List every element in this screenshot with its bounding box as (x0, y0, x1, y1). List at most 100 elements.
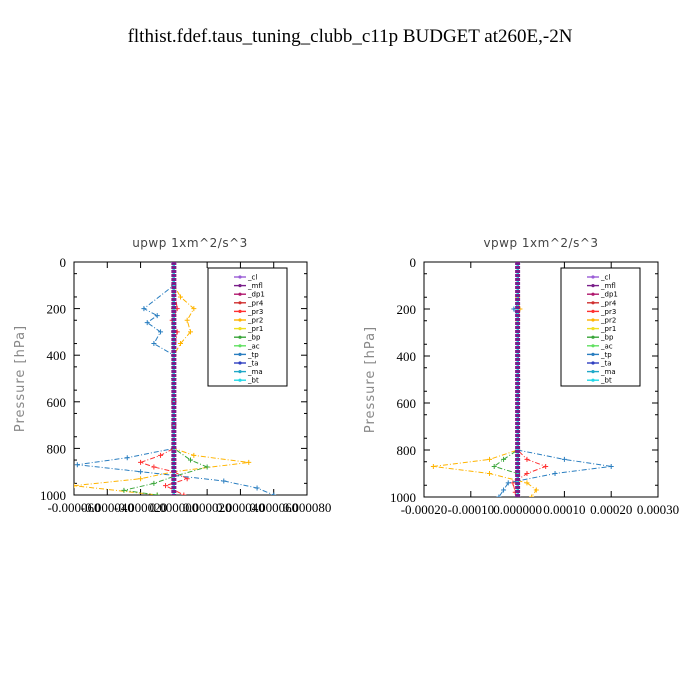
series-point-tp (144, 320, 150, 326)
legend-marker (591, 327, 595, 331)
series-point-tp (124, 455, 130, 461)
x-tick-label: 0.000000 (493, 502, 542, 517)
x-tick-label: 0.000020 (183, 500, 232, 515)
legend-marker (591, 318, 595, 322)
legend-label: _ta (600, 360, 612, 368)
series-point-pr2 (184, 317, 190, 323)
legend-marker (591, 292, 595, 296)
series-point-pr2 (529, 494, 535, 497)
y-tick-label: 800 (397, 443, 417, 458)
plot-frame (73, 261, 308, 496)
series-point-bp (121, 487, 127, 493)
legend-marker (238, 335, 242, 339)
series-point-pr2 (138, 476, 144, 482)
panel-title: vpwp 1xm^2/s^3 (483, 236, 598, 250)
y-axis-label: Pressure [hPa] (363, 326, 378, 433)
series-point-bp (501, 456, 507, 462)
legend: _cl_mfl_dp1_pr4_pr3_pr2_pr1_bp_ac_tp_ta_… (207, 267, 288, 387)
y-tick-label: 200 (47, 302, 67, 317)
x-tick-label: -0.000020 (114, 500, 167, 515)
x-tick-label: 0.00020 (590, 502, 632, 517)
series-point-pr2 (191, 306, 197, 312)
y-tick-label: 600 (47, 395, 67, 410)
legend-box (560, 267, 641, 387)
legend-label: _pr2 (600, 317, 616, 325)
legend-marker (238, 370, 242, 374)
legend-marker (591, 301, 595, 305)
series-point-bp (204, 464, 210, 470)
series-point-tp (158, 329, 164, 335)
y-axis-label: Pressure [hPa] (13, 325, 28, 432)
legend-label: _ma (600, 368, 616, 376)
series-point-tp (271, 492, 277, 495)
x-tick-label: -0.000040 (81, 500, 134, 515)
legend-label: _mfl (247, 282, 263, 290)
legend-label: _pr3 (247, 308, 263, 316)
series-point-bp (151, 480, 157, 486)
series-point-pr2 (188, 329, 193, 335)
series-point-pr3 (524, 471, 530, 476)
series-point-bp (188, 457, 193, 463)
legend-marker (238, 344, 242, 348)
y-tick-label: 600 (397, 396, 417, 411)
series-point-pr2 (74, 483, 77, 489)
legend-label: _ta (247, 360, 259, 368)
series-point-tp (501, 487, 507, 493)
legend-label: _bp (247, 334, 261, 342)
legend-marker (591, 370, 595, 374)
y-tick-label: 200 (397, 302, 417, 317)
series-point-tp (74, 462, 80, 468)
panel-title: upwp 1xm^2/s^3 (132, 236, 248, 250)
y-tick-label: 400 (47, 348, 67, 363)
legend-marker (591, 335, 595, 339)
legend-marker (591, 275, 595, 279)
legend-box (207, 267, 288, 387)
series-line-pr2 (433, 262, 537, 497)
y-tick-label: 800 (47, 441, 67, 456)
series-point-tp (561, 456, 567, 462)
series-point-tp (141, 306, 147, 312)
series-point-tp (138, 469, 144, 475)
legend-marker (591, 284, 595, 288)
y-tick-label: 0 (410, 255, 417, 270)
chart-panels: upwp 1xm^2/s^3 Pressure [hPa] 0 200 400 600 80… (13, 236, 679, 517)
series-point-tp (496, 494, 502, 497)
chart-panel-1: upwp 1xm^2/s^3 Pressure [hPa] 0 200 400 600 80… (13, 236, 331, 515)
legend-label: _cl (247, 274, 257, 282)
legend-marker (238, 301, 242, 305)
y-tick-label: 1000 (40, 488, 66, 503)
figure-title: flthist.fdef.taus_tuning_clubb_c11p BUDG… (128, 26, 573, 47)
series-point-tp (505, 480, 511, 486)
legend-label: _pr4 (600, 299, 617, 307)
plot-frame (423, 261, 659, 498)
series-point-pr2 (178, 294, 184, 300)
x-tick-label: 0.000000 (149, 500, 198, 515)
series-point-pr2 (487, 456, 493, 462)
series-point-tp (151, 341, 157, 347)
legend-label: _mfl (600, 282, 616, 290)
series-point-pr3 (151, 464, 157, 470)
x-tick-label: 0.00010 (543, 502, 585, 517)
legend-label: _ma (247, 368, 263, 376)
series-line-bp (123, 262, 209, 495)
legend-marker (238, 327, 242, 331)
legend-marker (238, 275, 242, 279)
series-point-tp (221, 478, 227, 484)
legend-marker (238, 309, 242, 313)
legend-marker (238, 352, 242, 356)
series-group (74, 262, 277, 495)
series-point-bp (154, 492, 160, 495)
x-tick-label: -0.000060 (47, 500, 100, 515)
chart-panel-2: vpwp 1xm^2/s^3 Pressure [hPa] 0 200 400 600 80… (363, 236, 679, 517)
legend-marker (238, 361, 242, 365)
series-point-pr2 (246, 459, 252, 465)
series-point-tp (154, 313, 160, 319)
series-point-pr2 (533, 487, 539, 493)
series-point-pr3 (524, 456, 530, 462)
legend-label: _bp (600, 334, 614, 342)
series-point-pr2 (430, 463, 436, 469)
series-point-pr2 (487, 471, 493, 476)
series-point-pr2 (191, 452, 197, 458)
legend-marker (591, 378, 595, 382)
